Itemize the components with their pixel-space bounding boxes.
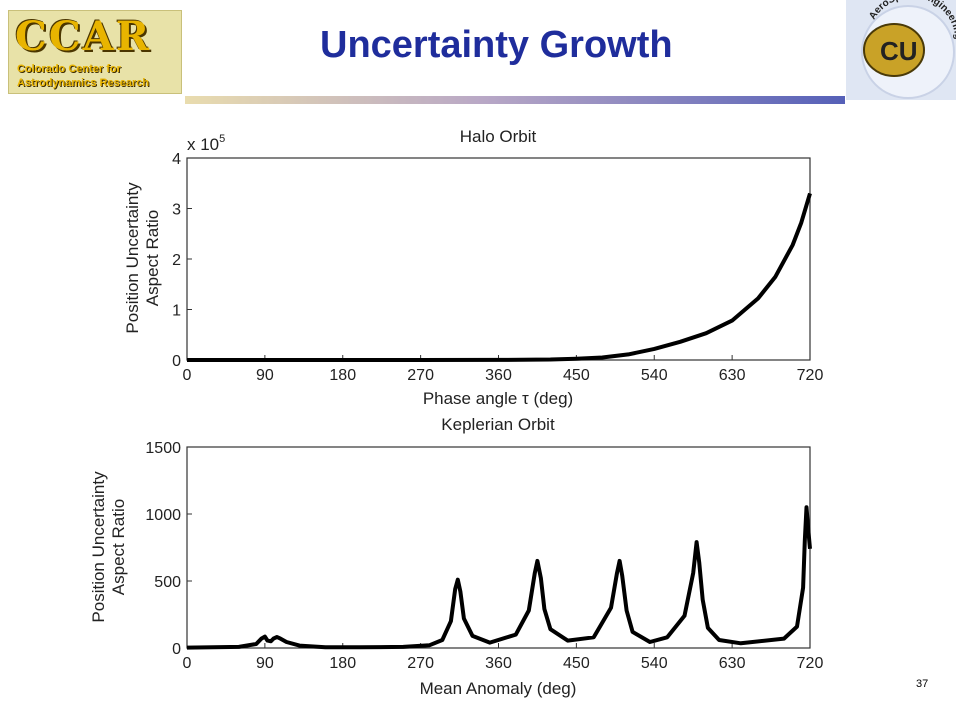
halo-series-line	[187, 192, 812, 362]
keplerian-orbit-chart: Keplerian Orbit 0 90 180 270 360 450 540 630 720…	[89, 415, 823, 698]
keplerian-y-axis-label-line2: Aspect Ratio	[109, 499, 128, 595]
keplerian-y-tick-label: 500	[154, 574, 181, 591]
header-divider	[185, 96, 845, 104]
keplerian-x-axis-label: Mean Anomaly (deg)	[420, 679, 577, 698]
keplerian-x-tick-label: 450	[563, 655, 590, 672]
keplerian-y-axis-label-line1: Position Uncertainty	[89, 471, 108, 623]
keplerian-x-tick-label: 0	[183, 655, 192, 672]
ccar-logo: CCAR Colorado Center for Astrodynamics R…	[8, 10, 182, 94]
keplerian-x-tick-label: 360	[485, 655, 512, 672]
halo-y-tick-label: 2	[172, 252, 181, 269]
ccar-logo-line1: Colorado Center for	[17, 63, 121, 75]
ccar-logo-mark: CCAR	[15, 13, 151, 60]
halo-x-tick-label: 270	[407, 367, 434, 384]
halo-x-tick-label: 450	[563, 367, 590, 384]
halo-chart-title: Halo Orbit	[460, 127, 537, 146]
keplerian-series-line	[186, 505, 812, 650]
ccar-logo-line2: Astrodynamics Research	[17, 77, 150, 89]
keplerian-x-tick-label: 180	[329, 655, 356, 672]
halo-y-ticks: 0 1 2 3 4	[172, 151, 192, 370]
keplerian-x-tick-label: 270	[407, 655, 434, 672]
charts-container: Halo Orbit 0 90 180 270 360 450 540 630 720 0 1 2 3…	[0, 110, 960, 710]
halo-x-tick-label: 630	[719, 367, 746, 384]
keplerian-y-tick-label: 1000	[145, 507, 181, 524]
aerospace-engineering-logo: CU AeroSpace Engineering	[846, 0, 960, 100]
halo-orbit-chart: Halo Orbit 0 90 180 270 360 450 540 630 720 0 1 2 3…	[123, 127, 823, 408]
halo-y-axis-label-line1: Position Uncertainty	[123, 182, 142, 334]
halo-y-scale-label: x 105	[187, 133, 225, 154]
halo-y-tick-label: 1	[172, 303, 181, 320]
keplerian-x-tick-label: 90	[256, 655, 274, 672]
keplerian-x-tick-label: 720	[797, 655, 824, 672]
keplerian-y-tick-label: 0	[172, 641, 181, 658]
halo-y-tick-label: 4	[172, 151, 181, 168]
page-number: 37	[916, 678, 929, 690]
halo-y-tick-label: 0	[172, 353, 181, 370]
slide-header: CCAR Colorado Center for Astrodynamics R…	[0, 0, 960, 110]
keplerian-chart-title: Keplerian Orbit	[441, 415, 555, 434]
halo-x-tick-label: 360	[485, 367, 512, 384]
halo-x-tick-label: 180	[329, 367, 356, 384]
page-title: Uncertainty Growth	[320, 24, 673, 66]
halo-x-axis-label: Phase angle τ (deg)	[423, 389, 573, 408]
keplerian-x-tick-label: 540	[641, 655, 668, 672]
keplerian-x-tick-label: 630	[719, 655, 746, 672]
halo-x-tick-label: 540	[641, 367, 668, 384]
halo-y-axis-label-line2: Aspect Ratio	[143, 210, 162, 306]
keplerian-plot-frame	[186, 446, 811, 649]
halo-y-tick-label: 3	[172, 202, 181, 219]
halo-x-tick-label: 720	[797, 367, 824, 384]
keplerian-y-ticks: 0 500 1000 1500	[145, 440, 192, 658]
keplerian-y-tick-label: 1500	[145, 440, 181, 457]
halo-x-tick-label: 90	[256, 367, 274, 384]
halo-x-tick-label: 0	[183, 367, 192, 384]
cu-logo-mark: CU	[880, 36, 918, 66]
keplerian-x-ticks: 0 90 180 270 360 450 540 630 720	[183, 643, 824, 672]
charts-svg: Halo Orbit 0 90 180 270 360 450 540 630 720 0 1 2 3…	[89, 127, 823, 698]
